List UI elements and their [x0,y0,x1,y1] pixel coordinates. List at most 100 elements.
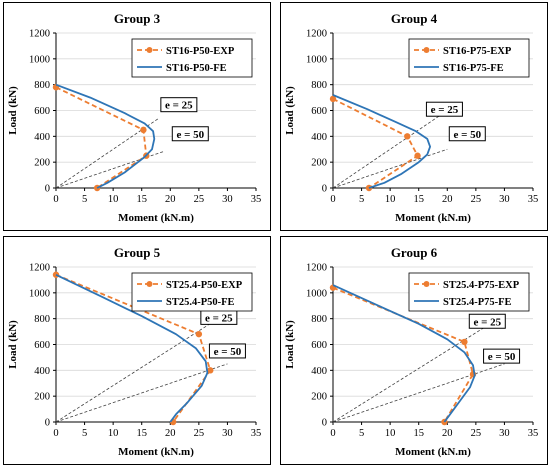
series-point-st16-p50-exp [140,126,147,134]
x-tick-label: 25 [471,194,482,205]
x-tick-label: 20 [165,428,176,439]
legend-label-st16-p50-fe: ST16-P50-FE [166,63,227,74]
x-tick-label: 30 [222,428,233,439]
chart-group-6: Group 6 0 5 10 15 20 25 30 35 0 200 400 600 800 1000 12… [284,245,539,458]
y-tick-label: 1200 [29,263,50,274]
x-tick-label: 35 [528,194,539,205]
series-point-st16-p75-exp [329,95,337,103]
x-axis-label: Moment (kN.m) [395,446,471,458]
x-tick-label: 15 [136,194,147,205]
x-tick-label: 0 [330,194,335,205]
chart-title: Group 3 [114,11,161,26]
y-tick-label: 0 [45,184,50,195]
y-tick-label: 400 [311,366,327,377]
panel-group-5: Group 5 0 5 10 15 20 25 30 35 0 200 400 600 800 1000 12… [3,236,271,465]
y-tick-label: 600 [311,106,327,117]
legend-label-st16-p75-fe: ST16-P75-FE [443,63,504,74]
y-tick-label: 400 [34,132,50,143]
x-axis-label: Moment (kN.m) [118,212,194,224]
legend-label-st25-4-p50-exp: ST25.4-P50-EXP [166,280,243,291]
series-point-st25-4-p75-exp [461,338,468,346]
y-tick-label: 400 [311,132,327,143]
series-line-st16-p75-fe [332,94,432,189]
eccentricity-line-e-50 [55,363,228,423]
x-tick-label: 10 [385,428,396,439]
x-tick-label: 10 [108,194,119,205]
chart-title: Group 6 [391,245,438,260]
annotation-box-e-50 [483,348,521,364]
series-line-st16-p75-exp [332,98,419,189]
y-axis-label: Load (kN) [7,86,19,135]
x-tick-label: 15 [136,428,147,439]
y-tick-label: 600 [34,106,50,117]
eccentricity-line-e-50 [332,148,448,189]
x-tick-label: 30 [499,194,510,205]
annotation-box-e-50 [208,343,246,359]
legend-label-st25-4-p50-fe: ST25.4-P50-FE [166,297,235,308]
x-tick-label: 20 [165,194,176,205]
x-tick-label: 0 [330,428,335,439]
chart-title: Group 4 [391,11,438,26]
y-tick-label: 200 [311,158,327,169]
x-tick-label: 5 [82,194,87,205]
x-tick-label: 35 [251,428,262,439]
x-tick-label: 15 [413,194,424,205]
series-point-st25-4-p50-exp [195,330,203,338]
x-tick-label: 25 [471,428,482,439]
legend-label-st25-4-p75-fe: ST25.4-P75-FE [443,297,512,308]
panel-group-4: Group 4 0 5 10 15 20 25 30 35 0 200 400 600 800 1000 12… [280,2,548,231]
eccentricity-line-e-25 [332,114,442,189]
eccentricity-line-e-25 [55,319,217,423]
annotation-label-e-50: e = 50 [453,129,481,141]
x-tick-label: 5 [82,428,87,439]
y-tick-label: 1000 [29,288,50,299]
chart-group-4: Group 4 0 5 10 15 20 25 30 35 0 200 400 600 800 1000 12… [284,11,539,224]
series-point-st16-p75-exp [404,133,411,140]
x-tick-label: 10 [385,194,396,205]
y-tick-label: 1200 [306,263,327,274]
y-tick-label: 200 [34,158,50,169]
y-tick-label: 600 [34,340,50,351]
y-tick-label: 0 [45,418,50,429]
x-tick-label: 25 [194,428,205,439]
legend-box [408,38,530,78]
y-tick-label: 800 [34,314,50,325]
x-tick-label: 10 [108,428,119,439]
eccentricity-line-e-25 [332,323,491,423]
y-tick-label: 0 [322,184,327,195]
x-tick-label: 20 [442,428,453,439]
series-line-st25-4-p75-exp [332,286,474,423]
y-tick-label: 800 [311,314,327,325]
x-tick-label: 25 [194,194,205,205]
y-tick-label: 1000 [306,54,327,65]
y-tick-label: 1200 [306,29,327,40]
y-tick-label: 200 [311,392,327,403]
series-line-st16-p50-exp [55,86,148,189]
legend-marker-st16-p75-exp [423,47,430,53]
legend-label-st16-p50-exp: ST16-P50-EXP [166,46,235,57]
x-tick-label: 35 [528,428,539,439]
series-line-st25-4-p50-exp [55,273,212,423]
y-tick-label: 1000 [29,54,50,65]
series-line-st25-4-p50-fe [55,273,209,423]
panel-group-6: Group 6 0 5 10 15 20 25 30 35 0 200 400 600 800 1000 12… [280,236,548,465]
x-tick-label: 5 [359,428,364,439]
chart-group-5: Group 5 0 5 10 15 20 25 30 35 0 200 400 600 800 1000 12… [7,245,262,458]
y-tick-label: 400 [34,366,50,377]
chart-title: Group 5 [114,245,161,260]
series-point-st25-4-p50-exp [52,271,60,278]
x-tick-label: 5 [359,194,364,205]
x-tick-label: 20 [442,194,453,205]
annotation-label-e-25: e = 25 [205,312,233,324]
y-axis-label: Load (kN) [284,86,296,135]
y-tick-label: 1000 [306,288,327,299]
eccentricity-line-e-50 [332,363,505,423]
x-tick-label: 0 [53,428,58,439]
legend-marker-st16-p50-exp [146,47,153,53]
annotation-label-e-50: e = 50 [176,129,204,141]
annotation-label-e-25: e = 25 [431,104,459,116]
panel-group-3: Group 3 0 5 10 15 20 25 30 35 0 200 400 600 800 1000 12… [3,2,271,231]
legend-box [131,38,253,78]
series-line-st25-4-p75-fe [332,284,476,423]
